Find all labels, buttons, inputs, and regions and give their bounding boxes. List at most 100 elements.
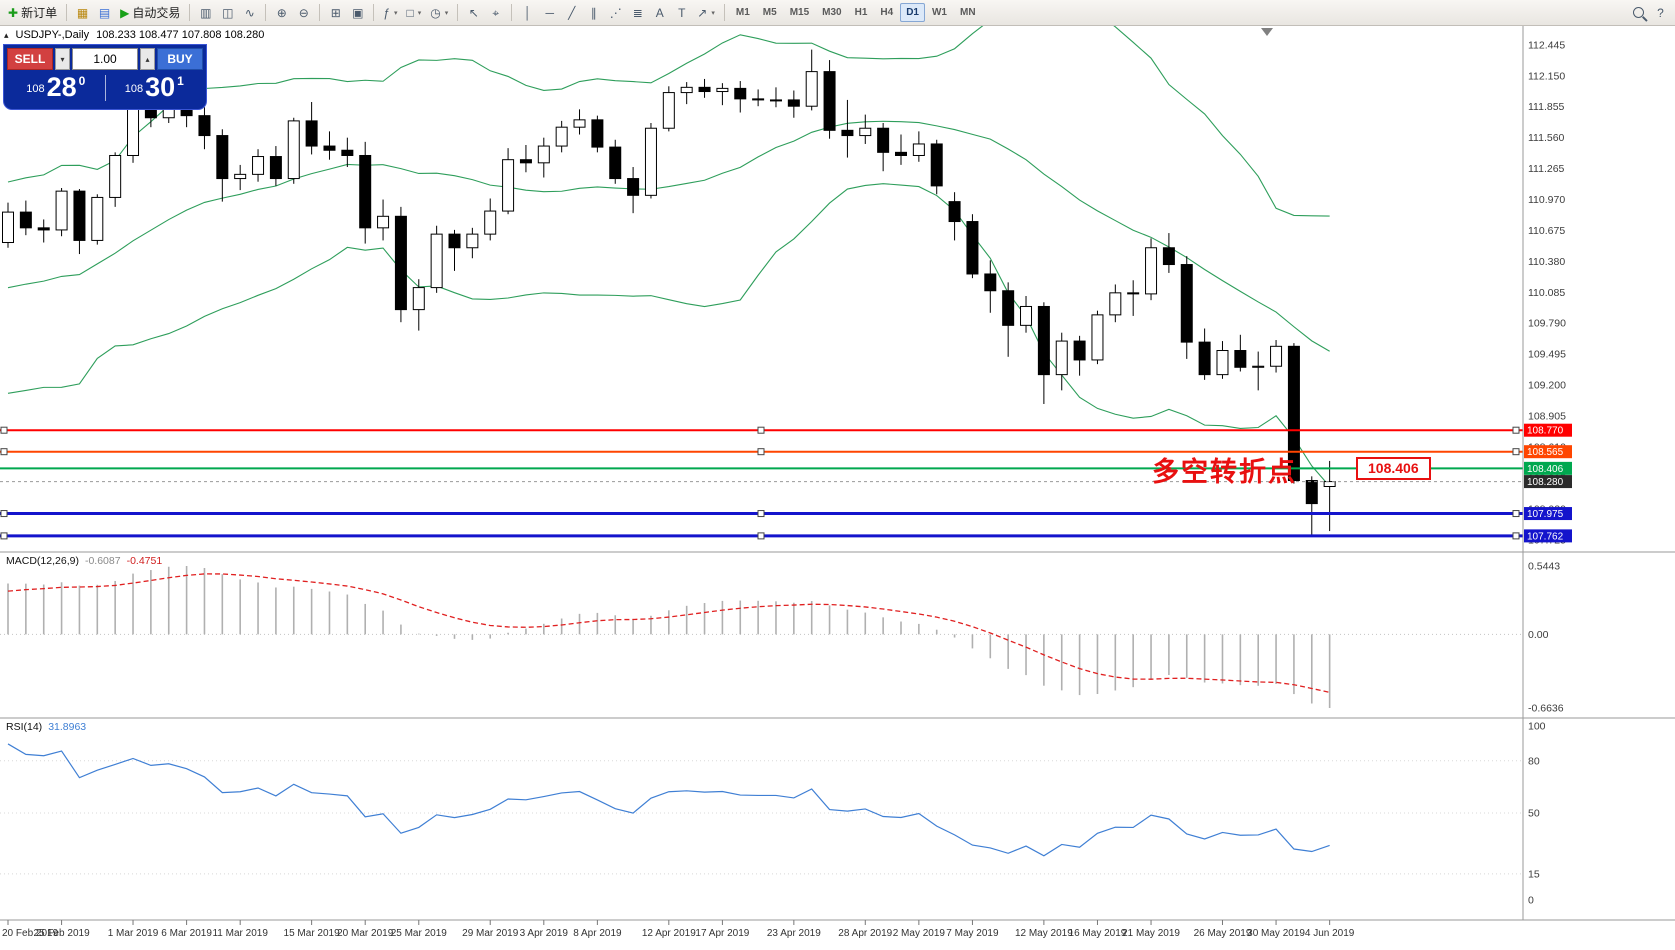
help-button[interactable]: ? [1650,2,1671,23]
collapse-trade-panel-icon[interactable]: ▴ [4,29,9,40]
candlestick-chart-button[interactable]: ◫ [217,2,238,23]
dropdown-caret-icon: ▾ [444,9,449,17]
indicators-icon: ƒ [383,5,391,20]
timeframe-m30-button[interactable]: M30 [816,3,847,22]
text-button[interactable]: A [649,2,670,23]
autotrading-button[interactable]: ▶ 自动交易 [116,2,184,23]
buy-price[interactable]: 108 30 1 [106,74,204,102]
fibonacci-button[interactable]: ⋰ [605,2,626,23]
new-chart-button[interactable]: ▦ [72,2,93,23]
svg-text:12 Apr 2019: 12 Apr 2019 [642,928,696,939]
svg-text:108.770: 108.770 [1527,426,1564,437]
volume-decrease-button[interactable]: ▾ [55,48,70,70]
svg-text:108.280: 108.280 [1527,477,1564,488]
horizontal-line-button[interactable]: ─ [539,2,560,23]
sell-price[interactable]: 108 28 0 [7,74,105,102]
search-button[interactable] [1628,2,1649,23]
toolbar: ✚ 新订单 ▦ ▤ ▶ 自动交易 ▥ ◫ ∿ ⊕ ⊖ ⊞ ▣ ƒ ▾ □ ▾ ◷ ▾ ↖ ⌖ │ ─ ╱ ∥ ⋰ ≣ A T ↗ ▾ M1 M5… [0,0,1675,26]
svg-text:6 Mar 2019: 6 Mar 2019 [161,928,212,939]
svg-text:110.970: 110.970 [1528,194,1565,206]
svg-text:100: 100 [1528,721,1546,733]
timeframe-m5-button[interactable]: M5 [757,3,783,22]
price-label-108.565: 108.565 [1524,445,1572,459]
profiles-icon: ▤ [98,5,111,20]
price-label-107.975: 107.975 [1524,507,1572,521]
auto-arrange-button[interactable]: ▣ [347,2,368,23]
zoom-out-button[interactable]: ⊖ [293,2,314,23]
trendline-button[interactable]: ╱ [561,2,582,23]
dropdown-caret-icon: ▾ [417,9,422,17]
cursor-icon: ↖ [468,5,479,20]
price-label-108.770: 108.770 [1524,423,1572,437]
macd-pane-label: MACD(12,26,9) -0.6087 -0.4751 [6,555,162,567]
tile-windows-icon: ⊞ [330,5,341,20]
zoom-in-button[interactable]: ⊕ [271,2,292,23]
svg-text:112.150: 112.150 [1528,70,1565,82]
price-tag-label[interactable]: 108.406 [1356,457,1431,480]
line-chart-button[interactable]: ∿ [239,2,260,23]
arrows-button[interactable]: ↗ ▾ [693,2,719,23]
svg-text:112.445: 112.445 [1528,39,1565,51]
timeframe-m1-button[interactable]: M1 [730,3,756,22]
volume-increase-button[interactable]: ▴ [140,48,155,70]
sell-button[interactable]: SELL [7,48,53,70]
volume-input[interactable] [72,48,138,70]
macd-histogram [7,566,1331,708]
indicators-button[interactable]: ƒ ▾ [379,2,401,23]
svg-text:108.905: 108.905 [1528,411,1566,423]
vertical-line-button[interactable]: │ [517,2,538,23]
price-label-108.280: 108.280 [1524,475,1572,489]
sell-price-sup: 0 [78,74,86,88]
macd-value: -0.6087 [84,555,121,567]
timeframe-d1-button[interactable]: D1 [900,3,925,22]
timeframe-mn-button[interactable]: MN [954,3,982,22]
profiles-button[interactable]: ▤ [94,2,115,23]
buy-price-sup: 1 [177,74,184,88]
fibonacci-icon: ⋰ [609,5,622,20]
label-button[interactable]: T [671,2,692,23]
svg-text:12 May 2019: 12 May 2019 [1015,928,1073,939]
text-icon: A [655,5,664,20]
chart-header: ▴ USDJPY-,Daily 108.233 108.477 107.808 … [4,29,264,41]
svg-text:110.675: 110.675 [1528,225,1565,237]
horizontal-line-icon: ─ [545,5,555,20]
arrows-icon: ↗ [697,5,708,20]
svg-text:109.790: 109.790 [1528,318,1566,330]
timeframe-m15-button[interactable]: M15 [784,3,815,22]
objects-button[interactable]: □ ▾ [403,2,426,23]
timeframe-w1-button[interactable]: W1 [926,3,953,22]
svg-text:0.5443: 0.5443 [1528,561,1560,573]
new-order-button[interactable]: ✚ 新订单 [4,2,61,23]
tile-windows-button[interactable]: ⊞ [325,2,346,23]
horizontal-level-lines [0,426,1523,540]
svg-text:21 May 2019: 21 May 2019 [1122,928,1180,939]
toolbar-button-label: 新订单 [21,6,58,20]
toolbar-button-label: 自动交易 [132,6,181,20]
zoom-out-icon: ⊖ [298,5,309,20]
new-chart-icon: ▦ [76,5,89,20]
cursor-button[interactable]: ↖ [463,2,484,23]
svg-text:50: 50 [1528,808,1540,820]
svg-text:107.975: 107.975 [1527,509,1564,520]
crosshair-button[interactable]: ⌖ [485,2,506,23]
bar-chart-button[interactable]: ▥ [195,2,216,23]
levels-button[interactable]: ≣ [627,2,648,23]
svg-text:7 May 2019: 7 May 2019 [946,928,999,939]
rsi-pane-label: RSI(14) 31.8963 [6,721,86,733]
buy-button[interactable]: BUY [157,48,203,70]
levels-icon: ≣ [632,5,643,20]
rsi-line [7,743,1330,857]
channel-icon: ∥ [590,5,597,20]
svg-text:111.560: 111.560 [1528,132,1565,144]
timeframe-h4-button[interactable]: H4 [874,3,899,22]
period-button[interactable]: ◷ ▾ [426,2,452,23]
macd-indicator-name: MACD(12,26,9) [6,555,79,567]
chart-shift-marker[interactable] [1261,28,1273,36]
timeframe-h1-button[interactable]: H1 [849,3,874,22]
channel-button[interactable]: ∥ [583,2,604,23]
annotation-text[interactable]: 多空转折点 [1152,457,1297,487]
bar-chart-icon: ▥ [200,5,212,20]
help-icon: ? [1657,5,1664,20]
